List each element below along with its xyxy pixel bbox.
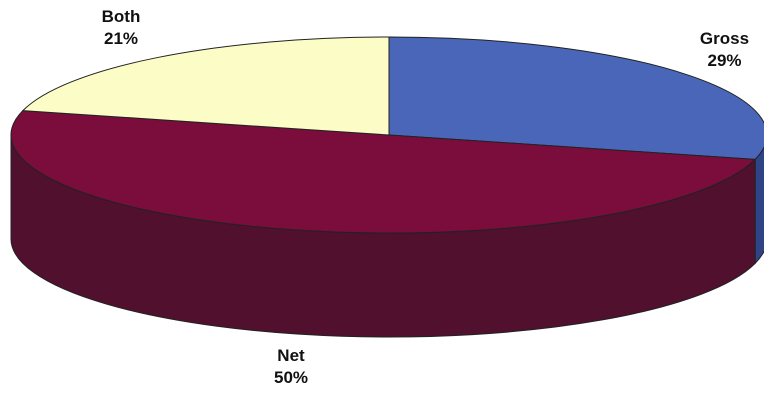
slice-label-both: Both 21% <box>86 6 156 50</box>
slice-percent-net: 50% <box>273 368 309 387</box>
slice-percent-gross: 29% <box>707 51 742 70</box>
slice-label-gross: Gross 29% <box>687 28 762 72</box>
pie-slice-gross <box>388 36 764 160</box>
pie-slice-net <box>10 110 757 234</box>
pie-top-faces <box>10 36 764 234</box>
slice-name-both: Both <box>101 7 141 26</box>
slice-name-net: Net <box>277 346 305 365</box>
pie-slice-both <box>21 36 390 136</box>
slice-name-gross: Gross <box>699 29 750 48</box>
slice-label-net: Net 50% <box>256 345 326 389</box>
slice-percent-both: 21% <box>103 29 139 48</box>
